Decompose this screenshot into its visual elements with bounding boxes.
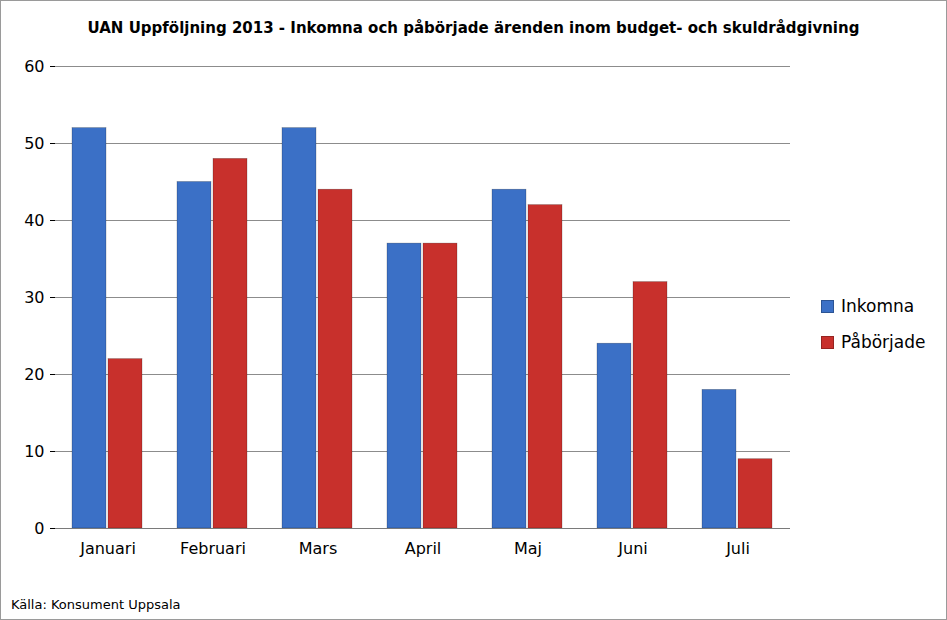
svg-text:40: 40 xyxy=(24,211,44,230)
svg-text:Juli: Juli xyxy=(725,539,750,558)
svg-text:20: 20 xyxy=(24,365,44,384)
svg-text:50: 50 xyxy=(24,134,44,153)
svg-text:April: April xyxy=(405,539,442,558)
svg-text:Maj: Maj xyxy=(514,539,542,558)
svg-text:Januari: Januari xyxy=(79,539,136,558)
svg-text:Mars: Mars xyxy=(299,539,338,558)
html-text:UAN Uppföljning 2013 - Inkomna: UAN Uppföljning 2013 - Inkomna och påbör… xyxy=(87,19,860,37)
html-text:Påbörjade: Påbörjade xyxy=(841,332,926,352)
svg-text:10: 10 xyxy=(24,442,44,461)
svg-text:30: 30 xyxy=(24,288,44,307)
html-text:Källa: Konsument Uppsala: Källa: Konsument Uppsala xyxy=(11,597,181,612)
svg-text:Juni: Juni xyxy=(617,539,647,558)
svg-text:0: 0 xyxy=(34,519,44,538)
svg-text:Februari: Februari xyxy=(180,539,246,558)
svg-text:60: 60 xyxy=(24,57,44,76)
html-text:Inkomna: Inkomna xyxy=(841,296,915,316)
